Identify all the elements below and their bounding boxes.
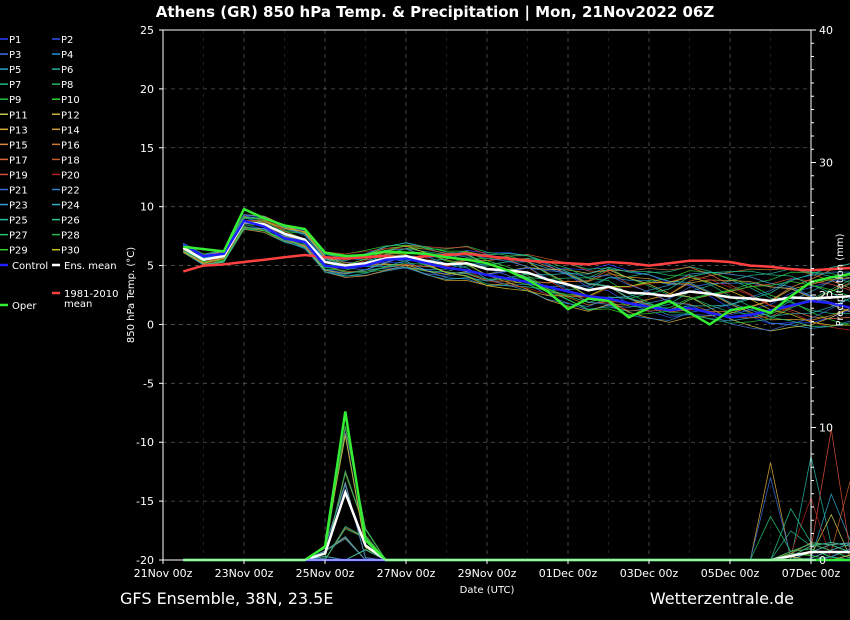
legend-label: P26 — [61, 216, 80, 227]
legend-label: P1 — [9, 35, 21, 46]
legend-label: Oper — [12, 301, 37, 312]
y2-tick-label: 40 — [819, 24, 833, 37]
y-axis-label: 850 hPa Temp. (°C) — [126, 247, 137, 343]
legend-label: Ens. mean — [64, 261, 117, 272]
footer-left: GFS Ensemble, 38N, 23.5E — [120, 589, 333, 608]
temp-line-oper — [183, 207, 850, 326]
x-tick-label: 01Dec 00z — [539, 567, 598, 580]
x-tick-label: 05Dec 00z — [701, 567, 760, 580]
y2-tick-label: 10 — [819, 422, 833, 435]
x-tick-label: 23Nov 00z — [215, 567, 274, 580]
legend-label: P29 — [9, 246, 28, 257]
y-tick-label: 5 — [147, 260, 154, 273]
temp-line-control — [182, 219, 850, 319]
legend-label: P15 — [9, 140, 28, 151]
member-temp-line — [183, 222, 850, 331]
legend-label: P3 — [9, 50, 21, 61]
member-temp-line — [183, 217, 850, 327]
y-tick-label: -10 — [136, 436, 154, 449]
y-tick-label: 15 — [140, 142, 154, 155]
x-tick-label: 07Dec 00z — [782, 567, 841, 580]
legend-label: P16 — [61, 140, 80, 151]
member-temp-line — [183, 228, 850, 306]
legend-label: P22 — [61, 186, 80, 197]
member-temp-line — [183, 216, 850, 317]
legend-label: P20 — [61, 170, 80, 181]
legend-label: P24 — [61, 201, 80, 212]
legend-label: P25 — [9, 216, 28, 227]
legend-label: P18 — [61, 155, 80, 166]
member-temp-line — [183, 223, 850, 321]
legend-label: P17 — [9, 155, 28, 166]
y2-tick-label: 20 — [819, 289, 833, 302]
member-temp-line — [183, 217, 850, 321]
legend-label: P8 — [61, 80, 73, 91]
legend-label: P6 — [61, 65, 73, 76]
legend-label: P27 — [9, 231, 28, 242]
member-temp-line — [183, 225, 850, 309]
y2-tick-label: 30 — [819, 157, 833, 170]
x-tick-label: 25Nov 00z — [296, 567, 355, 580]
legend-label: P30 — [61, 246, 80, 257]
legend-label: P21 — [9, 186, 28, 197]
legend-label: P19 — [9, 170, 28, 181]
x-axis-label: Date (UTC) — [460, 585, 515, 596]
x-tick-label: 29Nov 00z — [458, 567, 517, 580]
member-temp-line — [183, 227, 850, 312]
footer-right: Wetterzentrale.de — [650, 589, 794, 608]
legend-label: P5 — [9, 65, 21, 76]
legend-label: P12 — [61, 110, 80, 121]
y2-axis-label: Precipitation (mm) — [835, 233, 846, 326]
legend-label: P4 — [61, 50, 73, 61]
member-temp-line — [183, 214, 850, 331]
x-tick-label: 27Nov 00z — [377, 567, 436, 580]
legend-label: 1981-2010 mean — [64, 289, 119, 310]
member-temp-line — [183, 226, 850, 316]
legend-label: Control — [12, 261, 48, 272]
legend-label: P11 — [9, 110, 28, 121]
y2-tick-label: 0 — [819, 554, 826, 567]
legend-label: P7 — [9, 80, 21, 91]
y-tick-label: 25 — [140, 24, 154, 37]
member-temp-line — [183, 228, 850, 303]
y-tick-label: 20 — [140, 83, 154, 96]
legend: P1 P2 P3 P4 P5 P6 P7 P8 P9 P10 P11 P12 P13 P14 P15 P16 P… — [0, 35, 119, 312]
y-tick-label: -15 — [136, 495, 154, 508]
y-tick-label: -20 — [136, 554, 154, 567]
x-tick-label: 21Nov 00z — [134, 567, 193, 580]
member-temp-line — [183, 214, 850, 332]
member-temp-line — [183, 221, 850, 326]
legend-label: P23 — [9, 201, 28, 212]
legend-label: P9 — [9, 95, 21, 106]
chart-title: Athens (GR) 850 hPa Temp. & Precipitatio… — [156, 3, 715, 22]
y-tick-label: 10 — [140, 201, 154, 214]
legend-label: P2 — [61, 35, 73, 46]
member-temp-line — [183, 224, 850, 326]
temp-line-ens-mean — [182, 220, 850, 303]
member-temp-line — [183, 217, 850, 329]
member-temp-line — [183, 215, 850, 315]
x-tick-label: 03Dec 00z — [620, 567, 679, 580]
legend-label: P28 — [61, 231, 80, 242]
axes: 25 20 15 10 5 0 -5 -10 -15 -20 40 30 20 10 0 21Nov 00z 2… — [134, 24, 841, 580]
member-temp-line — [183, 226, 850, 312]
temp-line-1981-2010-mean — [182, 252, 850, 273]
y-tick-label: -5 — [143, 377, 154, 390]
legend-label: P14 — [61, 125, 80, 136]
legend-label: P13 — [9, 125, 28, 136]
legend-label: P10 — [61, 95, 80, 106]
y-tick-label: 0 — [147, 318, 154, 331]
